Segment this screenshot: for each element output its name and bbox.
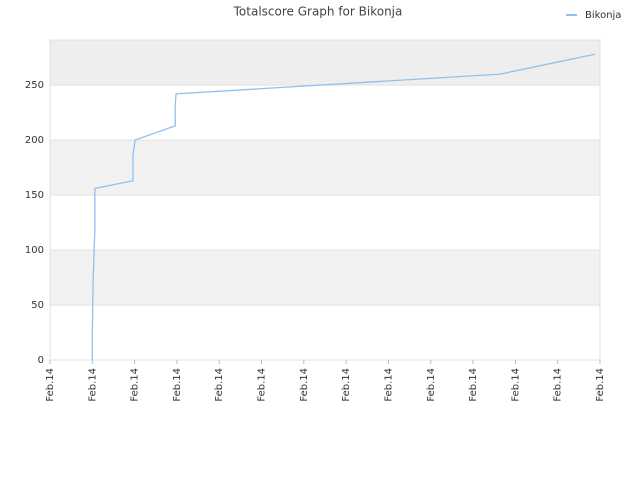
x-tick-label: Feb.14 [426, 368, 437, 402]
grid-band [50, 85, 600, 141]
x-tick-label: Feb.14 [383, 368, 394, 402]
y-tick-label: 250 [25, 80, 44, 91]
y-tick-label: 50 [31, 300, 44, 311]
y-tick-label: 150 [25, 190, 44, 201]
grid-band [50, 250, 600, 306]
x-tick-label: Feb.14 [341, 368, 352, 402]
x-tick-label: Feb.14 [45, 368, 56, 402]
x-tick-label: Feb.14 [510, 368, 521, 402]
x-tick-label: Feb.14 [214, 368, 225, 402]
grid-band [50, 305, 600, 360]
x-tick-label: Feb.14 [130, 368, 141, 402]
x-tick-label: Feb.14 [172, 368, 183, 402]
chart-title: Totalscore Graph for Bikonja [233, 5, 403, 19]
y-tick-label: 200 [25, 135, 44, 146]
y-tick-label: 100 [25, 245, 44, 256]
x-tick-label: Feb.14 [595, 368, 606, 402]
x-tick-label: Feb.14 [299, 368, 310, 402]
legend-label: Bikonja [585, 10, 621, 21]
line [91, 53, 596, 360]
x-tick-label: Feb.14 [257, 368, 268, 402]
grid-band [50, 40, 600, 86]
x-tick-label: Feb.14 [468, 368, 479, 402]
grid-band [50, 195, 600, 251]
grid-band [50, 140, 600, 196]
x-tick-label: Feb.14 [553, 368, 564, 402]
x-tick-label: Feb.14 [87, 368, 98, 402]
y-tick-label: 0 [38, 355, 44, 366]
